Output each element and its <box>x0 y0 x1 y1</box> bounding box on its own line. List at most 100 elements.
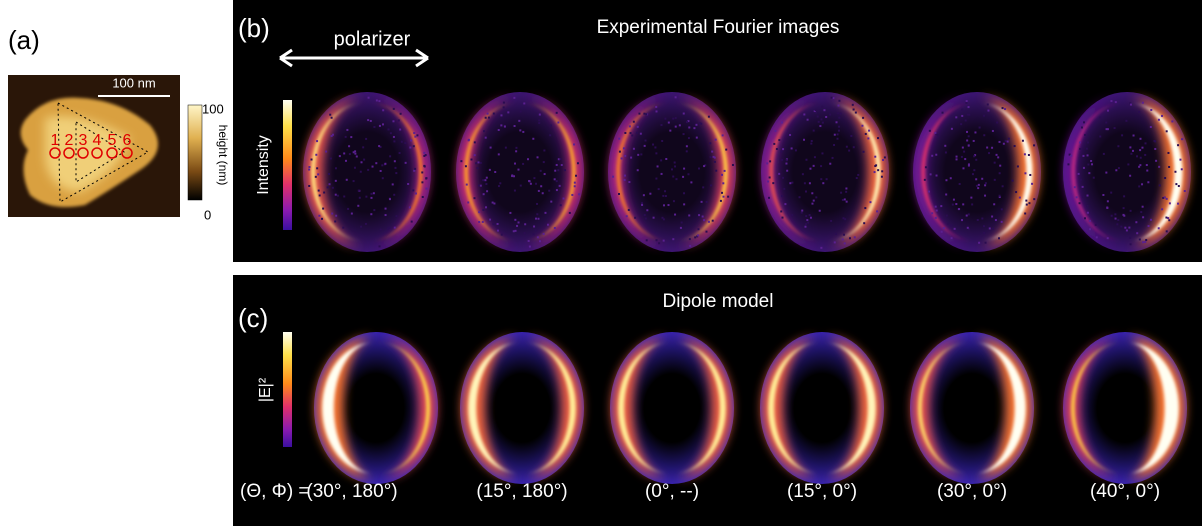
noise <box>810 143 812 145</box>
noise <box>999 195 1001 197</box>
noise <box>493 203 495 205</box>
position-label: 5 <box>108 132 117 149</box>
noise <box>791 147 793 149</box>
noise <box>929 130 931 132</box>
noise <box>846 146 848 148</box>
noise <box>1015 191 1017 193</box>
noise <box>520 185 522 187</box>
noise <box>370 197 372 199</box>
noise <box>1082 186 1084 188</box>
position-label: 2 <box>65 132 74 149</box>
noise <box>1165 217 1167 219</box>
noise <box>837 112 839 114</box>
noise <box>500 114 502 116</box>
noise <box>413 145 415 147</box>
noise <box>783 188 785 190</box>
noise <box>380 170 382 172</box>
noise <box>884 156 886 158</box>
noise <box>996 122 998 124</box>
noise <box>694 236 696 238</box>
noise <box>559 158 561 160</box>
noise <box>354 153 356 155</box>
noise <box>513 97 515 99</box>
noise <box>367 169 369 171</box>
noise <box>1181 138 1183 140</box>
noise <box>789 182 791 184</box>
noise <box>392 183 394 185</box>
noise <box>683 133 685 135</box>
noise <box>961 219 963 221</box>
noise <box>672 176 674 178</box>
noise <box>323 192 325 194</box>
noise <box>1083 167 1085 169</box>
noise <box>646 239 648 241</box>
noise <box>810 217 812 219</box>
noise <box>1124 227 1126 229</box>
noise <box>1120 226 1122 228</box>
noise <box>331 117 333 119</box>
noise <box>782 148 784 150</box>
noise <box>852 104 854 106</box>
noise <box>1141 147 1143 149</box>
noise <box>368 97 370 99</box>
noise <box>329 114 331 116</box>
noise <box>807 222 809 224</box>
noise <box>645 113 647 115</box>
noise <box>837 133 839 135</box>
noise <box>478 211 480 213</box>
noise <box>968 135 970 137</box>
noise <box>498 153 500 155</box>
noise <box>1115 218 1117 220</box>
noise <box>1022 140 1024 142</box>
noise <box>837 138 839 140</box>
noise <box>393 140 395 142</box>
noise <box>698 214 700 216</box>
noise <box>944 145 946 147</box>
noise <box>414 168 416 170</box>
noise <box>1130 153 1132 155</box>
noise <box>628 209 630 211</box>
noise <box>662 195 664 197</box>
noise <box>425 154 427 156</box>
noise <box>561 164 563 166</box>
noise <box>782 217 784 219</box>
noise <box>973 140 975 142</box>
noise <box>776 148 778 150</box>
noise <box>542 192 544 194</box>
noise <box>359 197 361 199</box>
noise <box>658 188 660 190</box>
noise <box>672 238 674 240</box>
noise <box>811 140 813 142</box>
noise <box>965 119 967 121</box>
colorbar <box>283 100 292 230</box>
noise <box>708 221 710 223</box>
noise <box>537 236 539 238</box>
noise <box>992 130 994 132</box>
noise <box>838 126 840 128</box>
noise <box>1105 122 1107 124</box>
noise <box>636 132 638 134</box>
noise <box>325 151 327 153</box>
noise <box>665 195 667 197</box>
noise <box>721 174 723 176</box>
noise <box>1141 183 1143 185</box>
noise <box>656 239 658 241</box>
noise <box>946 215 948 217</box>
noise <box>831 97 833 99</box>
noise <box>850 135 852 137</box>
noise <box>865 133 867 135</box>
noise <box>644 139 646 141</box>
noise <box>668 204 670 206</box>
noise <box>503 106 505 108</box>
noise <box>805 215 807 217</box>
noise <box>389 198 391 200</box>
noise <box>328 173 330 175</box>
noise <box>1169 202 1171 204</box>
noise <box>840 192 842 194</box>
noise <box>370 213 372 215</box>
noise <box>826 178 828 180</box>
noise <box>999 172 1001 174</box>
noise <box>863 222 865 224</box>
noise <box>1087 154 1089 156</box>
position-label: 3 <box>79 132 88 149</box>
